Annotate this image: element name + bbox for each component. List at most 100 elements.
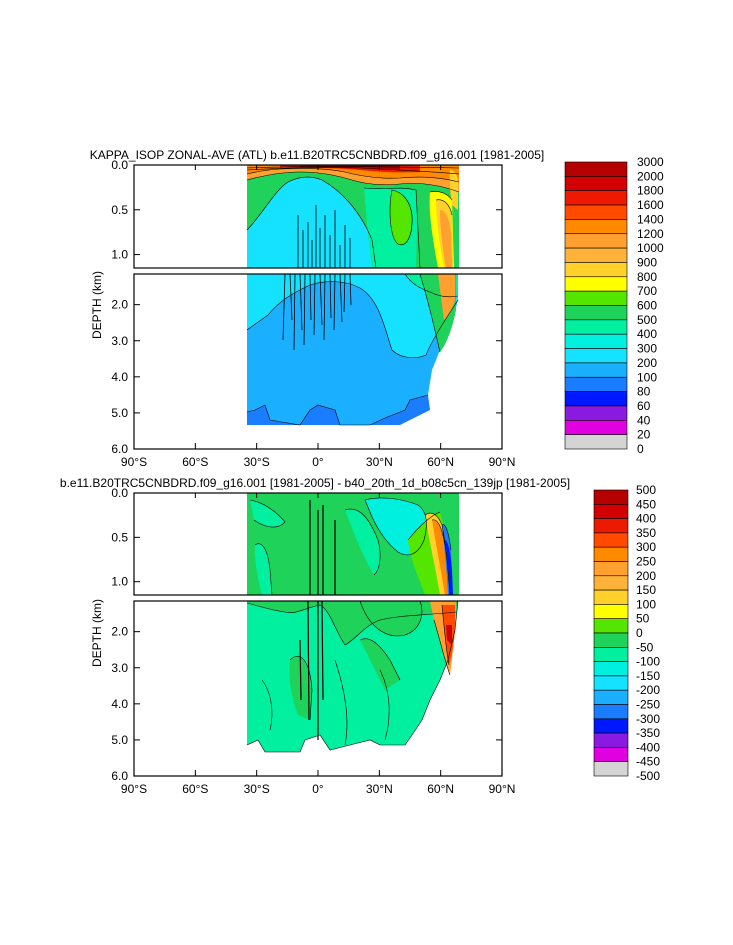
- colorbar-label: 200: [637, 356, 657, 370]
- x-tick-label: 90°N: [489, 455, 516, 469]
- y-tick-label: 3.0: [111, 334, 128, 348]
- colorbar-swatch: [564, 290, 628, 306]
- x-tick-label: 90°S: [121, 782, 147, 796]
- colorbar-label: 1800: [637, 184, 664, 198]
- panel-1-ylabel: DEPTH (km): [90, 271, 104, 339]
- colorbar-swatch: [564, 305, 628, 321]
- colorbar-swatch: [564, 419, 628, 435]
- colorbar-swatch: [593, 561, 629, 577]
- colorbar-swatch: [564, 405, 628, 421]
- y-tick-label: 5.0: [111, 733, 128, 747]
- panel-1-upper-field: [246, 165, 460, 268]
- panel-1-lower-field: [246, 274, 459, 426]
- colorbar-swatch: [593, 604, 629, 620]
- y-tick-label: 4.0: [111, 370, 128, 384]
- colorbar-swatch: [564, 190, 628, 206]
- colorbar-label: -350: [636, 726, 660, 740]
- colorbar-label: -150: [636, 669, 660, 683]
- x-tick-label: 30°N: [366, 455, 393, 469]
- x-tick-label: 90°S: [121, 455, 147, 469]
- y-tick-label: 0.0: [111, 486, 128, 500]
- colorbar-swatch: [564, 376, 628, 392]
- colorbar-label: 400: [637, 327, 657, 341]
- x-tick-label: 60°N: [427, 782, 454, 796]
- y-tick-label: 0.0: [111, 158, 128, 172]
- colorbar-swatch: [593, 646, 629, 662]
- colorbar-swatch: [593, 575, 629, 591]
- colorbar-label: 500: [637, 313, 657, 327]
- colorbar-label: 1400: [637, 212, 664, 226]
- panel-2-lower-noise: [299, 601, 324, 740]
- panel-2-colorbar: 500450400350300250200150100500-50-100-15…: [593, 483, 660, 783]
- x-tick-label: 30°S: [244, 782, 270, 796]
- colorbar-swatch: [593, 689, 629, 705]
- colorbar-label: 150: [636, 583, 656, 597]
- colorbar-label: 200: [636, 569, 656, 583]
- colorbar-label: 800: [637, 270, 657, 284]
- panel-2: b.e11.B20TRC5CNBDRD.f09_g16.001 [1981-20…: [60, 476, 660, 796]
- colorbar-swatch: [593, 661, 629, 677]
- colorbar-swatch: [593, 732, 629, 748]
- colorbar-label: -500: [636, 769, 660, 783]
- colorbar-label: 100: [637, 370, 657, 384]
- panel-2-ylabel: DEPTH (km): [90, 599, 104, 667]
- colorbar-swatch: [564, 276, 628, 292]
- colorbar-swatch: [593, 675, 629, 691]
- colorbar-swatch: [564, 204, 628, 220]
- colorbar-label: 3000: [637, 155, 664, 169]
- panel-2-lower-field: [246, 601, 459, 753]
- colorbar-label: 450: [636, 497, 656, 511]
- y-tick-label: 1.0: [111, 575, 128, 589]
- colorbar-swatch: [564, 333, 628, 349]
- colorbar-swatch: [593, 503, 629, 519]
- y-tick-label: 6.0: [111, 769, 128, 783]
- colorbar-label: 400: [636, 512, 656, 526]
- colorbar-label: 1200: [637, 227, 664, 241]
- panel-1-lower-noise: [282, 274, 352, 351]
- y-tick-label: 2.0: [111, 298, 128, 312]
- colorbar-swatch: [593, 489, 629, 505]
- colorbar-label: -250: [636, 698, 660, 712]
- colorbar-swatch: [564, 319, 628, 335]
- colorbar-label: -450: [636, 755, 660, 769]
- colorbar-swatch: [593, 546, 629, 562]
- colorbar-swatch: [564, 262, 628, 278]
- colorbar-label: 700: [637, 284, 657, 298]
- x-tick-label: 30°S: [244, 455, 270, 469]
- colorbar-swatch: [564, 247, 628, 263]
- panel-1-upper-noise: [297, 205, 351, 268]
- colorbar-label: -300: [636, 712, 660, 726]
- colorbar-label: 0: [636, 626, 643, 640]
- colorbar-label: 40: [637, 413, 651, 427]
- colorbar-swatch: [564, 348, 628, 364]
- colorbar-swatch: [564, 233, 628, 249]
- colorbar-swatch: [593, 704, 629, 720]
- panel-1: KAPPA_ISOP ZONAL-AVE (ATL) b.e11.B20TRC5…: [90, 148, 664, 469]
- panel-2-axes: 90°S 60°S 30°S 0° 30°N 60°N 90°N 0.0 0.5 1.0 2.0 3.…: [111, 486, 515, 796]
- y-tick-label: 2.0: [111, 625, 128, 639]
- colorbar-swatch: [593, 618, 629, 634]
- colorbar-swatch: [564, 391, 628, 407]
- colorbar-swatch: [593, 761, 629, 777]
- panel-2-upper-noise: [309, 500, 336, 595]
- colorbar-label: 500: [636, 483, 656, 497]
- colorbar-label: -100: [636, 655, 660, 669]
- panel-1-title: KAPPA_ISOP ZONAL-AVE (ATL) b.e11.B20TRC5…: [90, 148, 544, 162]
- colorbar-swatch: [564, 176, 628, 192]
- colorbar-label: 80: [637, 385, 651, 399]
- colorbar-label: 0: [637, 442, 644, 456]
- colorbar-swatch: [593, 518, 629, 534]
- colorbar-swatch: [593, 632, 629, 648]
- colorbar-swatch: [564, 434, 628, 450]
- colorbar-label: 50: [636, 612, 650, 626]
- panel-1-colorbar: 3000200018001600140012001000900800700600…: [564, 155, 664, 456]
- x-tick-label: 0°: [312, 455, 324, 469]
- y-tick-label: 0.5: [111, 203, 128, 217]
- colorbar-label: 1000: [637, 241, 664, 255]
- y-tick-label: 0.5: [111, 530, 128, 544]
- colorbar-swatch: [564, 362, 628, 378]
- colorbar-label: 100: [636, 597, 656, 611]
- x-tick-label: 90°N: [489, 782, 516, 796]
- colorbar-label: 300: [637, 342, 657, 356]
